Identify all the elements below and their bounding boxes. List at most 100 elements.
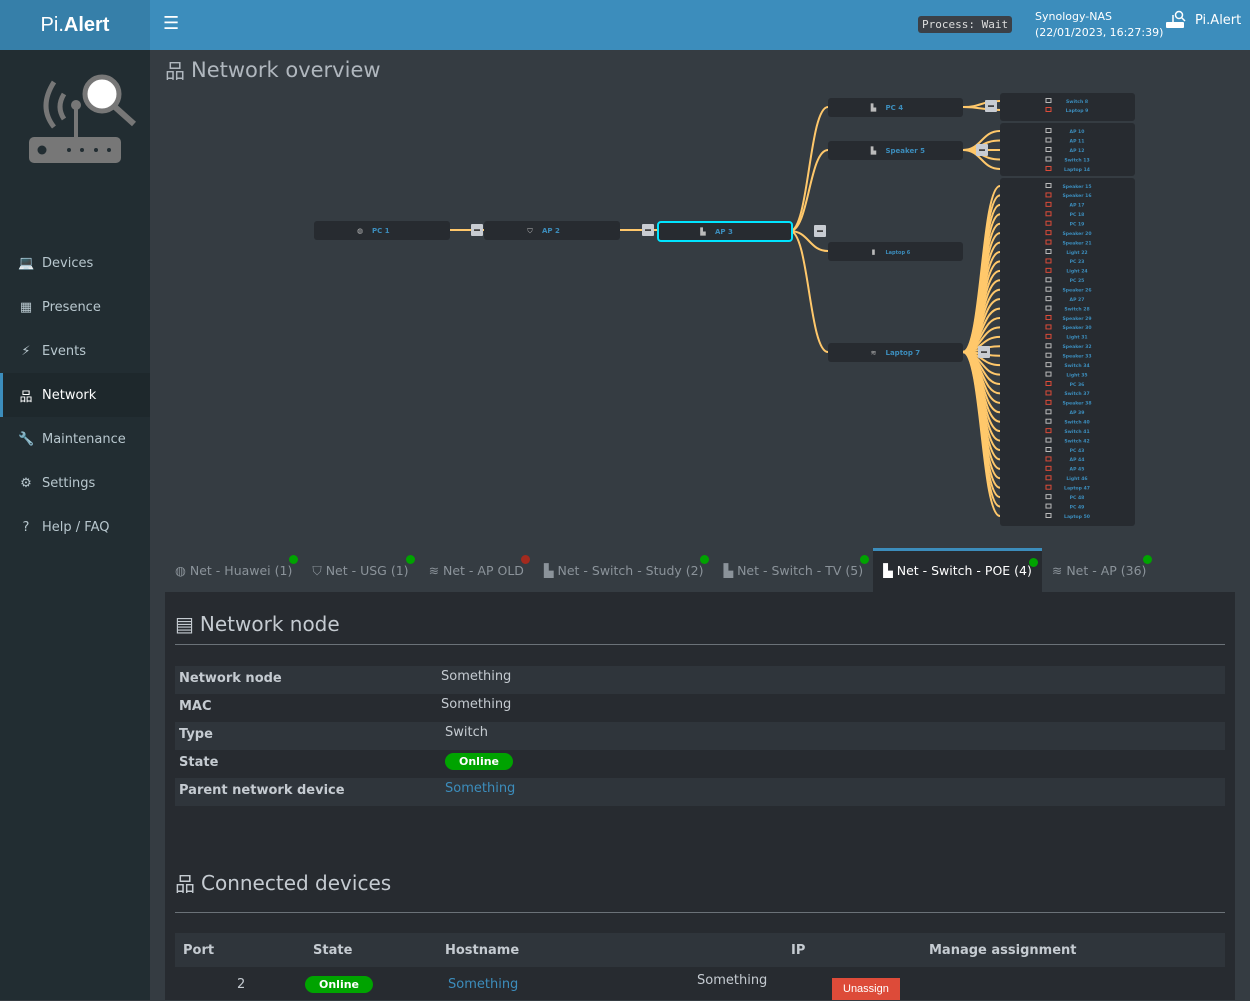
tree-node[interactable]: ◍ PC 1 bbox=[314, 221, 450, 240]
parent-device-link[interactable]: Something bbox=[445, 781, 516, 796]
router-icon bbox=[1166, 10, 1186, 28]
tree-node[interactable]: ▙ PC 4 bbox=[828, 98, 963, 117]
tree-leaf[interactable]: Speaker 21 bbox=[1045, 239, 1092, 246]
sidebar-item-devices[interactable]: 💻 Devices bbox=[0, 241, 150, 285]
tree-leaf[interactable]: Switch 8 bbox=[1045, 98, 1088, 105]
tree-leaf[interactable]: AP 27 bbox=[1045, 296, 1084, 303]
tree-node[interactable]: ▙ Speaker 5 bbox=[828, 141, 963, 160]
bars-icon[interactable]: ☰ bbox=[163, 13, 180, 34]
tree-leaf[interactable]: Laptop 14 bbox=[1045, 166, 1090, 173]
tree-leaf[interactable]: Light 35 bbox=[1045, 371, 1088, 378]
tree-leaf[interactable]: AP 44 bbox=[1045, 456, 1084, 463]
tree-leaf[interactable]: Light 22 bbox=[1045, 249, 1088, 256]
collapse-button[interactable] bbox=[642, 224, 654, 236]
tree-leaf[interactable]: Switch 13 bbox=[1045, 156, 1090, 163]
tree-leaf[interactable]: PC 49 bbox=[1045, 503, 1084, 510]
sitemap-icon: 品 bbox=[175, 872, 195, 896]
tree-leaf[interactable]: Switch 28 bbox=[1045, 305, 1090, 312]
tab-label: Net - Huawei (1) bbox=[189, 563, 293, 578]
collapse-button[interactable] bbox=[985, 100, 997, 112]
detail-value[interactable]: Something bbox=[437, 778, 519, 806]
tree-leaf[interactable]: Speaker 32 bbox=[1045, 343, 1092, 350]
tab-label: Net - Switch - TV (5) bbox=[737, 563, 864, 578]
tree-leaf[interactable]: Switch 40 bbox=[1045, 418, 1090, 426]
tree-leaf[interactable]: AP 11 bbox=[1045, 137, 1084, 144]
pialert-logo-icon bbox=[29, 74, 137, 163]
tree-leaf[interactable]: Speaker 15 bbox=[1045, 183, 1092, 190]
tree-leaf[interactable]: Light 46 bbox=[1045, 475, 1088, 482]
tab-net-switch-study-2-[interactable]: ▙ Net - Switch - Study (2) bbox=[534, 548, 714, 592]
collapse-button[interactable] bbox=[978, 346, 990, 358]
tree-node[interactable]: ⛉ AP 2 bbox=[484, 221, 620, 240]
app-logo[interactable]: Pi.Alert bbox=[0, 0, 150, 50]
divider bbox=[175, 644, 1225, 645]
tree-node[interactable]: ▮ Laptop 6 bbox=[828, 242, 963, 261]
tree-leaf[interactable]: Speaker 38 bbox=[1045, 399, 1092, 407]
tree-leaf[interactable]: Switch 41 bbox=[1045, 428, 1090, 435]
globe-icon: ◍ bbox=[357, 227, 363, 235]
tab-net-switch-poe-4-[interactable]: ▙ Net - Switch - POE (4) bbox=[873, 548, 1042, 592]
page-title: 品 Network overview bbox=[165, 55, 381, 84]
sidebar-item-maintenance[interactable]: 🔧 Maintenance bbox=[0, 417, 150, 461]
tree-leaf[interactable]: Speaker 29 bbox=[1045, 315, 1092, 322]
tree-leaf[interactable]: Speaker 33 bbox=[1045, 352, 1092, 360]
tree-leaf[interactable]: PC 43 bbox=[1045, 447, 1084, 454]
tree-leaf[interactable]: Laptop 50 bbox=[1045, 513, 1090, 520]
tree-leaf-label: PC 18 bbox=[1070, 212, 1085, 218]
tree-leaf[interactable]: PC 23 bbox=[1045, 258, 1084, 265]
user-menu[interactable]: Pi.Alert bbox=[1165, 10, 1241, 30]
tree-leaf[interactable]: Speaker 20 bbox=[1045, 230, 1092, 237]
connected-devices-heading: 品 Connected devices bbox=[175, 868, 391, 897]
tab-net-huawei-1-[interactable]: ◍ Net - Huawei (1) bbox=[165, 548, 302, 592]
sidebar-item-label: Network bbox=[42, 387, 97, 403]
tree-leaf[interactable]: PC 18 bbox=[1045, 211, 1085, 218]
tree-leaf[interactable]: Speaker 16 bbox=[1045, 192, 1092, 199]
tab-net-switch-tv-5-[interactable]: ▙ Net - Switch - TV (5) bbox=[713, 548, 873, 592]
tree-leaf-label: AP 12 bbox=[1070, 148, 1085, 154]
tree-leaf[interactable]: AP 17 bbox=[1045, 201, 1084, 209]
sidebar-item-label: Help / FAQ bbox=[42, 519, 110, 535]
tree-leaf[interactable]: Switch 37 bbox=[1045, 390, 1090, 397]
tree-leaf[interactable]: AP 45 bbox=[1045, 465, 1084, 473]
device-icon bbox=[1045, 418, 1052, 424]
hostname-link[interactable]: Something bbox=[448, 976, 519, 992]
device-icon bbox=[1045, 465, 1052, 471]
tree-node[interactable]: ▙ AP 3 bbox=[657, 221, 793, 242]
sidebar-item-presence[interactable]: ▦ Presence bbox=[0, 285, 150, 329]
sidebar-item-settings[interactable]: ⚙ Settings bbox=[0, 461, 150, 505]
tree-leaf[interactable]: Switch 34 bbox=[1045, 362, 1090, 369]
tree-leaf[interactable]: AP 39 bbox=[1045, 409, 1084, 416]
tree-leaf[interactable]: Speaker 30 bbox=[1045, 324, 1092, 331]
tree-leaf[interactable]: Switch 42 bbox=[1045, 437, 1090, 444]
tree-leaf[interactable]: Light 31 bbox=[1045, 333, 1088, 341]
collapse-button[interactable] bbox=[976, 144, 988, 156]
tree-leaf[interactable]: PC 19 bbox=[1045, 220, 1084, 228]
detail-text: Something bbox=[441, 669, 512, 684]
tab-net-ap-36-[interactable]: ≋ Net - AP (36) bbox=[1042, 548, 1157, 592]
sidebar-item-events[interactable]: ⚡ Events bbox=[0, 329, 150, 373]
tree-leaf[interactable]: Speaker 26 bbox=[1045, 286, 1092, 294]
tree-leaf[interactable]: PC 48 bbox=[1045, 494, 1084, 501]
collapse-button[interactable] bbox=[814, 225, 826, 237]
tab-net-usg-1-[interactable]: ⛉ Net - USG (1) bbox=[302, 548, 418, 592]
detail-row: Network node Something bbox=[175, 666, 1225, 694]
sidebar-item-help-faq[interactable]: ? Help / FAQ bbox=[0, 505, 150, 549]
tree-leaf[interactable]: Laptop 9 bbox=[1045, 107, 1088, 114]
sidebar-item-network[interactable]: 品 Network bbox=[0, 373, 150, 417]
leaf-group: AP 10 AP 11 AP 12 Switch 13 Laptop 14 bbox=[1000, 123, 1135, 176]
tree-leaf[interactable]: Laptop 47 bbox=[1045, 484, 1090, 492]
tree-leaf[interactable]: PC 36 bbox=[1045, 381, 1084, 388]
detail-row: Type Switch bbox=[175, 722, 1225, 750]
tree-node[interactable]: ≋ Laptop 7 bbox=[828, 343, 963, 362]
network-tree: ◍ PC 1 ⛉ AP 2 ▙ AP 3 ▙ PC 4 ▙ Speaker 5 ▮ Laptop 6 ≋… bbox=[314, 93, 1135, 526]
collapse-button[interactable] bbox=[471, 224, 483, 236]
tree-leaf-label: PC 25 bbox=[1070, 278, 1085, 284]
unassign-button[interactable]: Unassign bbox=[832, 978, 900, 1000]
process-status: Process: Wait bbox=[918, 16, 1013, 33]
tab-net-ap-old[interactable]: ≋ Net - AP OLD bbox=[419, 548, 534, 592]
tree-leaf[interactable]: AP 12 bbox=[1045, 147, 1085, 154]
connected-devices-table: Port State Hostname IP Manage assignment 2 On… bbox=[175, 933, 1225, 1001]
tree-leaf[interactable]: Light 24 bbox=[1045, 267, 1088, 275]
tree-leaf[interactable]: AP 10 bbox=[1045, 128, 1084, 135]
tree-leaf[interactable]: PC 25 bbox=[1045, 277, 1085, 284]
